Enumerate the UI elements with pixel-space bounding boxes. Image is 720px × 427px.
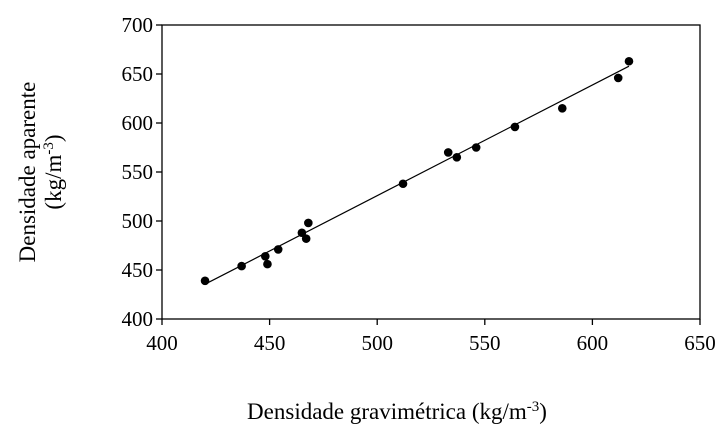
data-point-7	[301, 234, 311, 243]
y-tick-label-400: 400	[122, 307, 154, 331]
data-point-12	[471, 143, 481, 152]
x-tick-label-650: 650	[684, 331, 716, 355]
y-axis-title: Densidade aparente (kg/m-3)	[15, 82, 66, 263]
data-point-15	[613, 73, 623, 83]
x-tick-label-550: 550	[469, 331, 501, 355]
y-tick-label-550: 550	[122, 160, 154, 184]
trendline	[204, 65, 630, 285]
data-point-13	[510, 122, 520, 132]
data-point-1	[200, 276, 210, 286]
data-point-11	[452, 153, 462, 162]
data-point-16	[624, 56, 634, 66]
y-tick-label-700: 700	[122, 13, 154, 37]
data-point-10	[443, 148, 453, 157]
plot-border	[161, 24, 701, 320]
y-tick-label-500: 500	[122, 209, 154, 233]
y-tick-label-600: 600	[122, 111, 154, 135]
data-point-14	[557, 104, 567, 113]
y-axis-title-line1: Densidade aparente	[15, 82, 40, 263]
x-tick-label-500: 500	[361, 331, 393, 355]
plot-area: 400 450 500 550 600 650 700 400 450 500 550 600 650	[122, 13, 716, 355]
data-point-8	[304, 218, 313, 228]
data-point-2	[237, 261, 246, 271]
x-tick-label-450: 450	[254, 331, 286, 355]
data-point-6	[297, 228, 307, 238]
data-point-5	[273, 245, 283, 254]
data-point-9	[398, 179, 408, 189]
y-tick-label-450: 450	[122, 258, 154, 282]
y-tick-label-650: 650	[122, 62, 154, 86]
x-tick-label-400: 400	[146, 331, 178, 355]
x-tick-label-600: 600	[577, 331, 609, 355]
x-axis-title: Densidade gravimétrica (kg/m-3)	[247, 399, 547, 424]
data-point-3	[260, 251, 270, 261]
y-axis-title-line2: (kg/m-3)	[41, 134, 66, 209]
data-point-4	[263, 259, 272, 269]
